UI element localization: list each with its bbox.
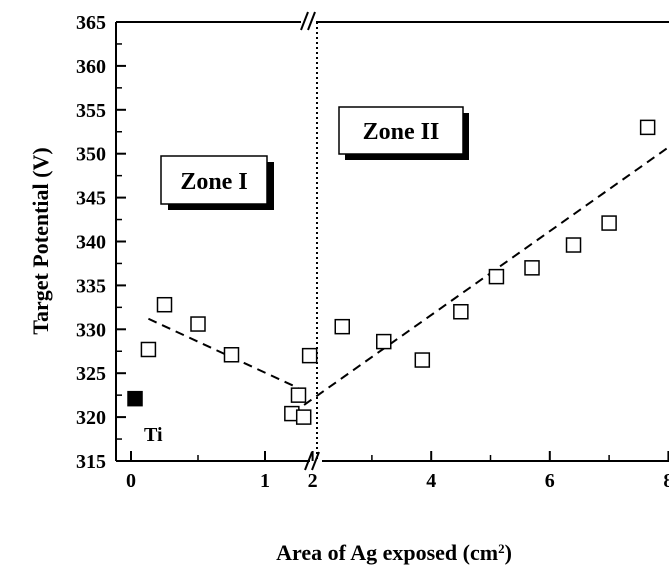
y-tick-label: 340 bbox=[76, 232, 106, 254]
y-tick-label: 360 bbox=[76, 56, 106, 78]
x-tick-label: 8 bbox=[663, 470, 669, 492]
y-tick-label: 350 bbox=[76, 144, 106, 166]
data-point bbox=[453, 303, 469, 320]
y-tick-label: 320 bbox=[76, 407, 106, 429]
y-tick-label: 365 bbox=[76, 12, 106, 34]
axis-break-mark-bottom-2 bbox=[311, 451, 320, 471]
data-point bbox=[524, 260, 540, 276]
data-point bbox=[190, 316, 206, 332]
data-point bbox=[156, 296, 173, 313]
data-point bbox=[295, 409, 312, 425]
data-point bbox=[414, 352, 431, 368]
x-tick-label: 2 bbox=[308, 470, 318, 492]
data-point bbox=[223, 347, 240, 363]
ti-data-point bbox=[127, 390, 143, 407]
data-point bbox=[601, 215, 617, 231]
plot-frame bbox=[115, 11, 669, 471]
axis-break-mark-bottom-1 bbox=[304, 451, 313, 471]
x-tick-label: 1 bbox=[260, 470, 270, 492]
y-tick-label: 335 bbox=[76, 275, 106, 297]
ti-annotation: Ti bbox=[144, 424, 163, 446]
marks-layer bbox=[116, 21, 669, 462]
axis-break-mark-top-1 bbox=[300, 11, 309, 31]
y-tick-label: 330 bbox=[76, 319, 106, 341]
data-point bbox=[301, 347, 318, 364]
data-point bbox=[140, 341, 157, 358]
trend-line-zone-ii bbox=[291, 145, 669, 415]
zone-ii-label: Zone II bbox=[363, 119, 440, 145]
axis-break-mark-top-2 bbox=[307, 11, 316, 31]
x-tick-label: 6 bbox=[545, 470, 555, 492]
data-point bbox=[334, 318, 350, 335]
y-tick-label: 355 bbox=[76, 100, 106, 122]
x-axis-title-suffix: ) bbox=[505, 540, 512, 565]
y-tick-label: 315 bbox=[76, 451, 106, 473]
trend-line-zone-i bbox=[148, 317, 299, 390]
data-point bbox=[488, 268, 505, 285]
x-axis-title-main: Area of Ag exposed (cm bbox=[276, 540, 498, 565]
zone-i-label: Zone I bbox=[180, 169, 247, 195]
y-axis-title: Target Potential (V) bbox=[28, 147, 53, 334]
zone-ii-box: Zone II bbox=[338, 106, 469, 160]
data-point bbox=[376, 333, 392, 350]
y-tick-label: 325 bbox=[76, 363, 106, 385]
x-axis-title-sup: 2 bbox=[498, 541, 505, 556]
x-tick-label: 0 bbox=[126, 470, 136, 492]
data-point bbox=[639, 119, 656, 136]
y-tick-label: 345 bbox=[76, 188, 106, 210]
x-axis-title: Area of Ag exposed (cm2) bbox=[276, 540, 512, 565]
data-point bbox=[290, 387, 307, 403]
x-tick-label: 4 bbox=[426, 470, 436, 492]
zone-i-box: Zone I bbox=[160, 155, 274, 210]
data-point bbox=[565, 237, 582, 253]
